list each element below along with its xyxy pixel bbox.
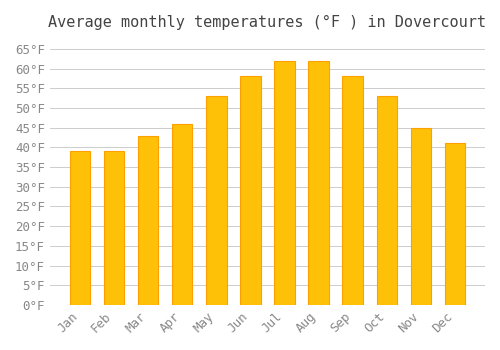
Bar	[410, 128, 431, 305]
Bar	[138, 135, 158, 305]
Bar	[104, 151, 124, 305]
Bar	[445, 144, 465, 305]
Bar	[206, 96, 227, 305]
Bar	[308, 61, 329, 305]
Bar	[274, 61, 294, 305]
Bar	[240, 76, 260, 305]
Bar	[70, 151, 90, 305]
Title: Average monthly temperatures (°F ) in Dovercourt: Average monthly temperatures (°F ) in Do…	[48, 15, 486, 30]
Bar	[342, 76, 363, 305]
Bar	[172, 124, 193, 305]
Bar	[376, 96, 397, 305]
